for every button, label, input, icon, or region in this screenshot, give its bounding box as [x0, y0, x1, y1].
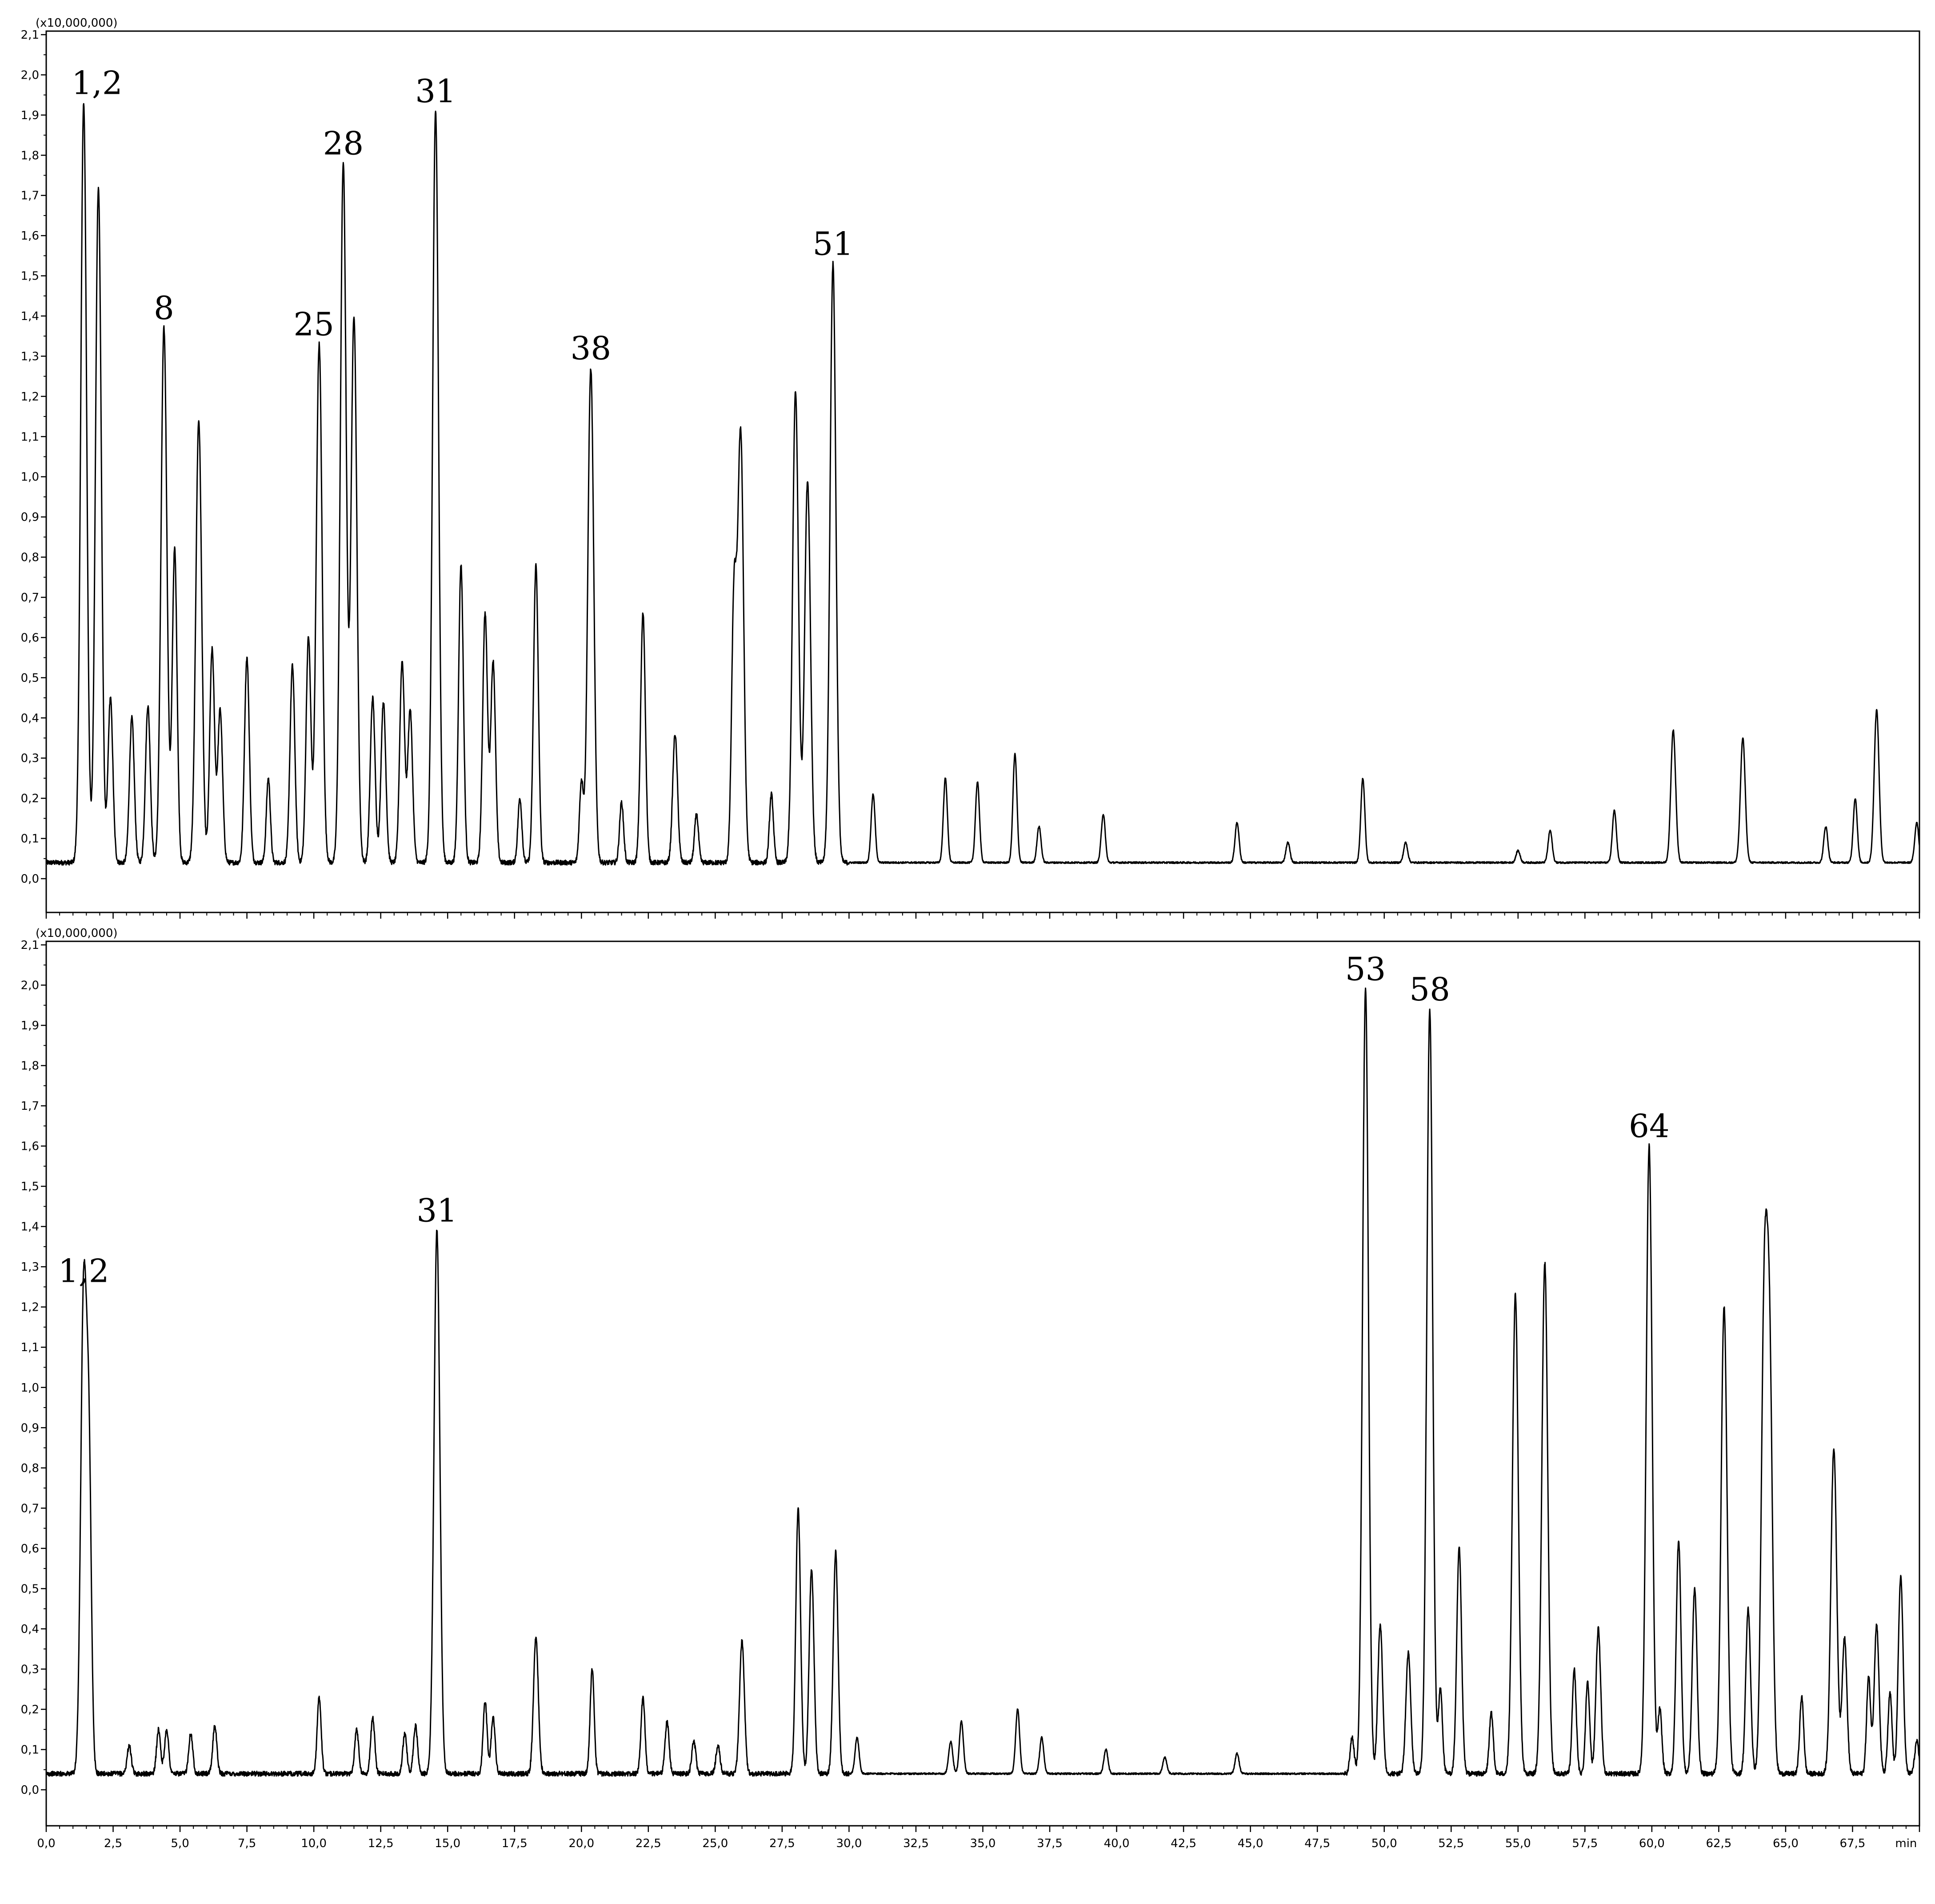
y-tick-label: 1,8	[21, 1060, 39, 1073]
y-tick-label: 1,4	[21, 1220, 39, 1234]
x-tick-label: 57,5	[1572, 1837, 1598, 1850]
x-tick-label: 25,0	[702, 1837, 728, 1850]
x-tick-label: 7,5	[238, 1837, 256, 1850]
plot-frame	[45, 940, 1920, 1827]
x-tick-label: 60,0	[1639, 1837, 1665, 1850]
y-tick-label: 0,3	[21, 1663, 39, 1676]
y-tick-label: 1,4	[21, 310, 39, 323]
peak-label: 1,2	[72, 64, 123, 102]
y-tick-label: 1,0	[21, 471, 39, 484]
y-tick-label: 0,1	[21, 832, 39, 846]
y-tick-label: 1,6	[21, 1140, 39, 1153]
y-tick-label: 1,5	[21, 1180, 39, 1193]
y-tick-label: 1,3	[21, 350, 39, 363]
y-tick-label: 0,4	[21, 712, 39, 725]
y-tick-label: 0,9	[21, 1421, 39, 1435]
x-tick-label: 5,0	[171, 1837, 189, 1850]
y-tick-label: 1,9	[21, 1019, 39, 1032]
peak-label: 8	[154, 289, 174, 327]
y-tick-label: 1,7	[21, 1100, 39, 1113]
chromatogram-panel-bottom: (x10,000,000) 0,0 0,1 0,2 0,3 0,4 0,5 0,6 0,7 0,8…	[21, 927, 1920, 1850]
y-tick-label: 1,2	[21, 1301, 39, 1314]
y-tick-label: 0,9	[21, 511, 39, 524]
x-tick-label: 37,5	[1037, 1837, 1063, 1850]
y-tick-label: 1,6	[21, 229, 39, 243]
chromatogram-trace	[45, 103, 1920, 866]
y-tick-label: 1,5	[21, 270, 39, 283]
y-tick-label: 0,2	[21, 792, 39, 805]
plot-frame	[45, 30, 1920, 913]
x-tick-label: 55,0	[1505, 1837, 1531, 1850]
y-tick-label: 0,0	[21, 1784, 39, 1797]
x-tick-label: 65,0	[1773, 1837, 1799, 1850]
y-tick-label: 0,6	[21, 631, 39, 644]
peak-label: 58	[1409, 971, 1450, 1008]
peak-label: 31	[415, 72, 456, 110]
x-tick-label: 22,5	[636, 1837, 661, 1850]
x-tick-label: 62,5	[1706, 1837, 1731, 1850]
peak-label: 38	[571, 330, 612, 367]
x-tick-label: 52,5	[1438, 1837, 1464, 1850]
y-tick-label: 0,5	[21, 1582, 39, 1596]
x-tick-label: 2,5	[104, 1837, 122, 1850]
y-tick-label: 0,7	[21, 591, 39, 604]
peak-label: 53	[1345, 951, 1386, 988]
peak-label: 1,2	[58, 1252, 109, 1290]
peak-label: 31	[416, 1192, 457, 1229]
y-scale-label: (x10,000,000)	[36, 16, 118, 30]
y-tick-label: 0,7	[21, 1502, 39, 1515]
x-tick-label: 12,5	[368, 1837, 394, 1850]
y-tick-label: 1,3	[21, 1260, 39, 1274]
y-tick-label: 2,1	[21, 939, 39, 952]
x-tick-label: 45,0	[1238, 1837, 1263, 1850]
x-tick-label: 27,5	[769, 1837, 795, 1850]
y-tick-label: 0,8	[21, 551, 39, 564]
y-tick-label: 1,9	[21, 109, 39, 122]
y-tick-label: 0,2	[21, 1703, 39, 1716]
y-tick-label: 1,1	[21, 1341, 39, 1354]
x-tick-label: 47,5	[1304, 1837, 1330, 1850]
y-tick-label: 2,0	[21, 979, 39, 992]
y-tick-label: 2,1	[21, 28, 39, 42]
y-tick-label: 0,8	[21, 1462, 39, 1475]
y-tick-label: 1,7	[21, 189, 39, 203]
y-tick-label: 0,4	[21, 1623, 39, 1636]
y-tick-label: 0,6	[21, 1542, 39, 1556]
y-tick-label: 0,1	[21, 1743, 39, 1756]
x-tick-label: 32,5	[903, 1837, 929, 1850]
x-tick-label: 15,0	[435, 1837, 460, 1850]
y-tick-label: 1,1	[21, 430, 39, 444]
x-tick-label: 0,0	[37, 1837, 55, 1850]
x-tick-label: 42,5	[1171, 1837, 1196, 1850]
y-tick-label: 2,0	[21, 68, 39, 82]
peak-label: 25	[293, 305, 334, 343]
peak-label: 51	[812, 225, 853, 262]
x-tick-label: 40,0	[1104, 1837, 1130, 1850]
x-tick-label: 50,0	[1371, 1837, 1397, 1850]
y-tick-label: 1,8	[21, 149, 39, 162]
peak-label: 28	[323, 124, 364, 162]
x-tick-label: 10,0	[301, 1837, 327, 1850]
x-tick-label: 67,5	[1840, 1837, 1866, 1850]
y-scale-label: (x10,000,000)	[36, 927, 118, 940]
x-tick-label: 17,5	[502, 1837, 528, 1850]
x-axis-label: min	[1895, 1837, 1917, 1850]
x-tick-label: 20,0	[568, 1837, 594, 1850]
y-tick-label: 0,3	[21, 752, 39, 765]
x-tick-label: 30,0	[836, 1837, 862, 1850]
chromatogram-panel-top: (x10,000,000) 0,0 0,1 0,2 0,3 0,4 0,5 0,6 0,7 0,8…	[21, 16, 1920, 919]
chromatogram-trace	[45, 987, 1920, 1777]
y-tick-label: 0,0	[21, 872, 39, 886]
peak-label: 64	[1629, 1108, 1670, 1145]
y-tick-label: 1,0	[21, 1381, 39, 1395]
x-tick-label: 35,0	[970, 1837, 996, 1850]
y-tick-label: 0,5	[21, 672, 39, 685]
y-tick-label: 1,2	[21, 390, 39, 404]
